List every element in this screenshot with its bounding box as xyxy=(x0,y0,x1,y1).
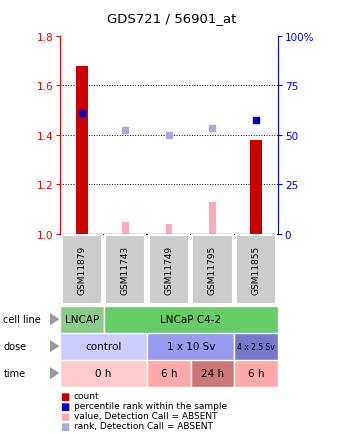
Bar xyxy=(147,333,234,360)
Text: 0 h: 0 h xyxy=(95,368,112,378)
Text: rank, Detection Call = ABSENT: rank, Detection Call = ABSENT xyxy=(74,421,213,430)
Bar xyxy=(60,333,147,360)
Polygon shape xyxy=(50,313,59,326)
Text: GSM11743: GSM11743 xyxy=(121,246,130,295)
Bar xyxy=(234,360,278,387)
Polygon shape xyxy=(50,367,59,379)
Text: time: time xyxy=(3,368,26,378)
Text: percentile rank within the sample: percentile rank within the sample xyxy=(74,401,227,410)
Bar xyxy=(192,236,233,305)
Bar xyxy=(105,236,145,305)
Bar xyxy=(191,360,234,387)
Text: control: control xyxy=(85,342,122,351)
Polygon shape xyxy=(50,340,59,352)
Bar xyxy=(250,141,262,234)
Text: LNCAP: LNCAP xyxy=(65,315,99,324)
Text: LNCaP C4-2: LNCaP C4-2 xyxy=(160,315,221,324)
Text: ■: ■ xyxy=(60,411,69,421)
Text: value, Detection Call = ABSENT: value, Detection Call = ABSENT xyxy=(74,411,217,420)
Text: GDS721 / 56901_at: GDS721 / 56901_at xyxy=(107,12,236,25)
Text: ■: ■ xyxy=(60,401,69,411)
Bar xyxy=(60,360,147,387)
Bar xyxy=(104,306,278,333)
Bar xyxy=(166,224,172,234)
Bar xyxy=(149,236,189,305)
Text: GSM11795: GSM11795 xyxy=(208,246,217,295)
Text: 24 h: 24 h xyxy=(201,368,224,378)
Text: 4 x 2.5 Sv: 4 x 2.5 Sv xyxy=(237,342,275,351)
Text: count: count xyxy=(74,391,99,400)
Bar xyxy=(147,360,191,387)
Bar xyxy=(234,333,278,360)
Text: GSM11879: GSM11879 xyxy=(77,246,86,295)
Text: GSM11749: GSM11749 xyxy=(164,246,174,295)
Text: ■: ■ xyxy=(60,421,69,431)
Text: GSM11855: GSM11855 xyxy=(251,246,261,295)
Bar xyxy=(62,236,102,305)
Bar xyxy=(209,202,216,234)
Text: 1 x 10 Sv: 1 x 10 Sv xyxy=(166,342,215,351)
Bar xyxy=(236,236,276,305)
Text: dose: dose xyxy=(3,342,26,351)
Text: cell line: cell line xyxy=(3,315,41,324)
Text: ■: ■ xyxy=(60,391,69,401)
Bar xyxy=(122,222,129,234)
Text: 6 h: 6 h xyxy=(161,368,177,378)
Bar xyxy=(76,66,88,234)
Bar xyxy=(60,306,104,333)
Text: 6 h: 6 h xyxy=(248,368,264,378)
